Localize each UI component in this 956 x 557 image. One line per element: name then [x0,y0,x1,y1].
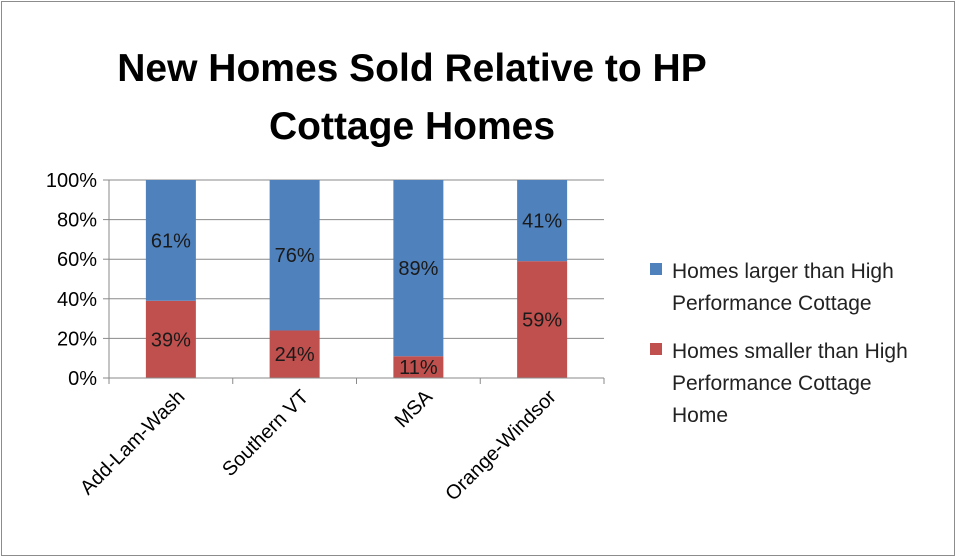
legend-swatch-larger [650,263,662,275]
data-label: 61% [151,230,191,252]
data-label: 59% [522,310,562,332]
chart-title: New Homes Sold Relative to HP Cottage Ho… [2,40,822,156]
legend-label-smaller-line-2: Performance Cottage [672,372,872,395]
data-label: 39% [151,329,191,351]
legend-label-larger-line-2: Performance Cottage [672,292,872,315]
data-label: 89% [398,258,438,280]
bar-segment-smaller [393,356,444,378]
bar-segment-larger [393,180,444,357]
legend-label-smaller-line-3: Home [672,404,729,427]
chart-title-line-1: New Homes Sold Relative to HP [117,47,707,90]
chart-title-line-2: Cottage Homes [268,105,556,148]
x-tick-label: MSA [391,386,438,433]
x-tick-label: Southern VT [218,386,313,481]
bar-segment-larger [269,180,320,331]
x-tick-label: Orange-Windsor [441,386,561,506]
data-label: 24% [275,344,315,366]
bar-segment-larger [517,180,568,262]
legend: Homes larger than High Performance Cotta… [650,256,950,448]
y-tick-label: 100% [46,170,97,192]
bar-segment-larger [145,180,196,301]
legend-item-smaller: Homes smaller than High Performance Cott… [650,336,950,432]
y-tick-label: 80% [57,210,97,232]
y-tick-label: 60% [57,249,97,271]
bar-segment-smaller [269,330,320,378]
legend-label-larger-line-1: Homes larger than High [672,260,894,283]
bar-segment-smaller [145,300,196,378]
y-tick-label: 40% [57,289,97,311]
y-tick-label: 20% [57,328,97,350]
y-tick-label: 0% [68,368,97,390]
legend-label-smaller-line-1: Homes smaller than High [672,340,908,363]
x-tick-label: Add-Lam-Wash [76,386,189,499]
data-label: 76% [275,245,315,267]
data-label: 11% [399,357,438,379]
legend-swatch-smaller [650,343,662,355]
legend-item-larger: Homes larger than High Performance Cotta… [650,256,950,320]
data-label: 41% [522,211,562,233]
bar-segment-smaller [517,261,568,378]
